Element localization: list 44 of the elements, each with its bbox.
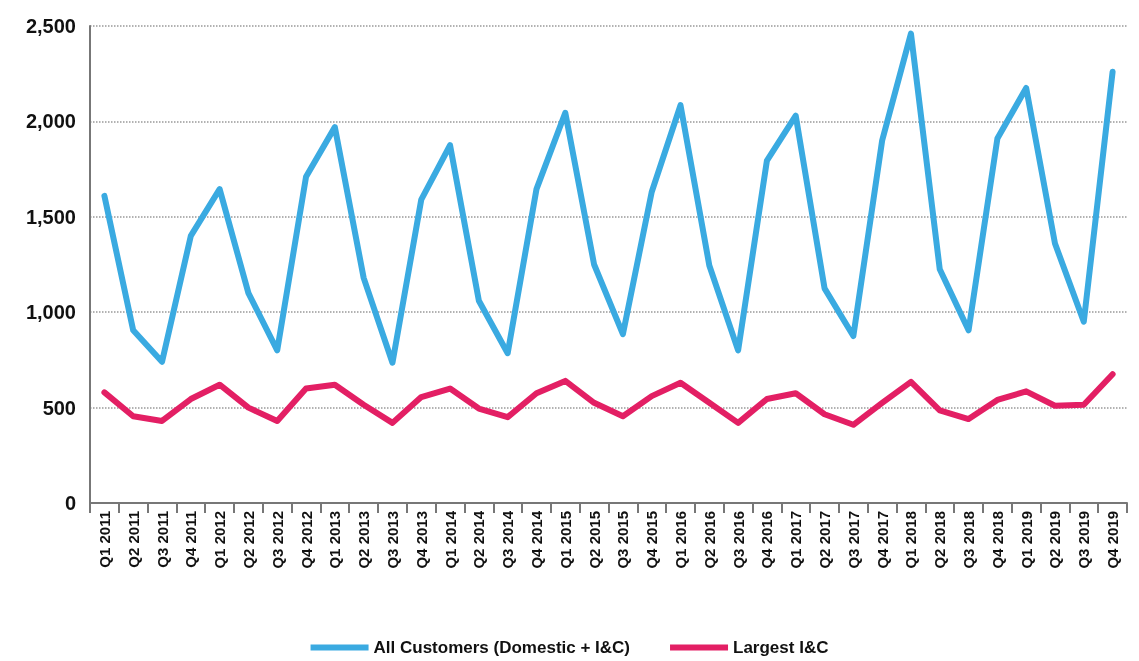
y-tick-label: 2,000 — [25, 110, 76, 133]
x-tick-label: Q4 2012 — [297, 511, 315, 569]
x-tick-label: Q1 2015 — [556, 511, 574, 569]
y-tick-label: 500 — [42, 396, 76, 419]
y-tick-label: 1,000 — [25, 301, 76, 324]
x-tick-label: Q1 2018 — [902, 511, 920, 569]
x-tick-label: Q1 2019 — [1017, 511, 1035, 569]
x-tick-label: Q4 2013 — [412, 511, 430, 569]
x-tick-label: Q3 2015 — [614, 511, 632, 569]
x-tick-label: Q4 2017 — [873, 511, 891, 569]
x-tick-label: Q2 2011 — [124, 511, 142, 568]
x-tick-label: Q3 2018 — [960, 511, 978, 569]
y-tick-label: 0 — [64, 492, 76, 514]
x-tick-label: Q2 2013 — [355, 511, 373, 569]
x-tick-label: Q2 2017 — [816, 511, 834, 569]
x-tick-label: Q3 2013 — [383, 511, 401, 569]
x-tick-label: Q3 2016 — [729, 511, 747, 569]
x-tick-label: Q2 2014 — [470, 510, 488, 569]
x-tick-label: Q2 2015 — [585, 511, 603, 569]
x-tick-label: Q3 2011 — [153, 511, 171, 568]
x-tick-label: Q4 2019 — [1104, 511, 1122, 569]
x-tick-label: Q1 2011 — [95, 511, 113, 568]
x-tick-label: Q1 2014 — [441, 510, 459, 569]
y-tick-label: 1,500 — [25, 205, 76, 228]
x-tick-label: Q1 2013 — [326, 511, 344, 569]
x-tick-label: Q4 2015 — [643, 511, 661, 569]
x-tick-label: Q4 2014 — [527, 510, 545, 569]
x-tick-label: Q2 2018 — [931, 511, 949, 569]
x-tick-label: Q4 2018 — [988, 511, 1006, 569]
legend-label: Largest I&C — [733, 638, 829, 657]
x-tick-label: Q1 2016 — [672, 511, 690, 569]
x-tick-label: Q2 2019 — [1046, 511, 1064, 569]
x-tick-label: Q2 2012 — [239, 511, 257, 569]
legend-label: All Customers (Domestic + I&C) — [373, 638, 631, 657]
x-tick-label: Q3 2017 — [844, 511, 862, 569]
y-tick-label: 2,500 — [25, 15, 76, 37]
x-tick-label: Q3 2014 — [499, 510, 517, 569]
x-tick-label: Q3 2019 — [1075, 511, 1093, 569]
x-tick-label: Q4 2016 — [758, 511, 776, 569]
x-tick-label: Q4 2011 — [182, 511, 200, 568]
x-tick-label: Q1 2012 — [211, 511, 229, 569]
x-tick-label: Q3 2012 — [268, 511, 286, 569]
x-tick-label: Q1 2017 — [787, 511, 805, 569]
x-tick-label: Q2 2016 — [700, 511, 718, 569]
